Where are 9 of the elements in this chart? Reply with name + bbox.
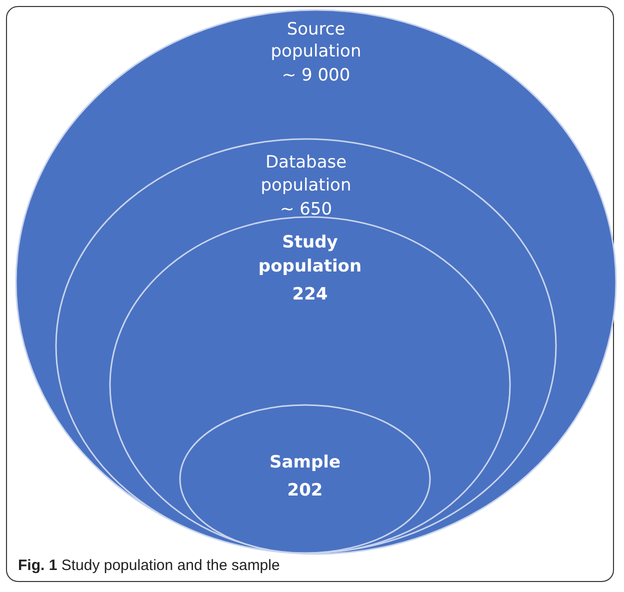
data-label: ~ 650 (280, 199, 332, 220)
data-label: ~ 9 000 (282, 65, 350, 86)
category-label: Database population (260, 152, 352, 196)
data-label: 224 (292, 284, 328, 304)
data-label: 202 (287, 480, 323, 500)
category-label: Source population (270, 19, 362, 62)
category-label: Study population (258, 232, 362, 276)
caption: Fig. 1 Study population and the sample (18, 557, 280, 574)
category-label: Sample (270, 452, 340, 472)
